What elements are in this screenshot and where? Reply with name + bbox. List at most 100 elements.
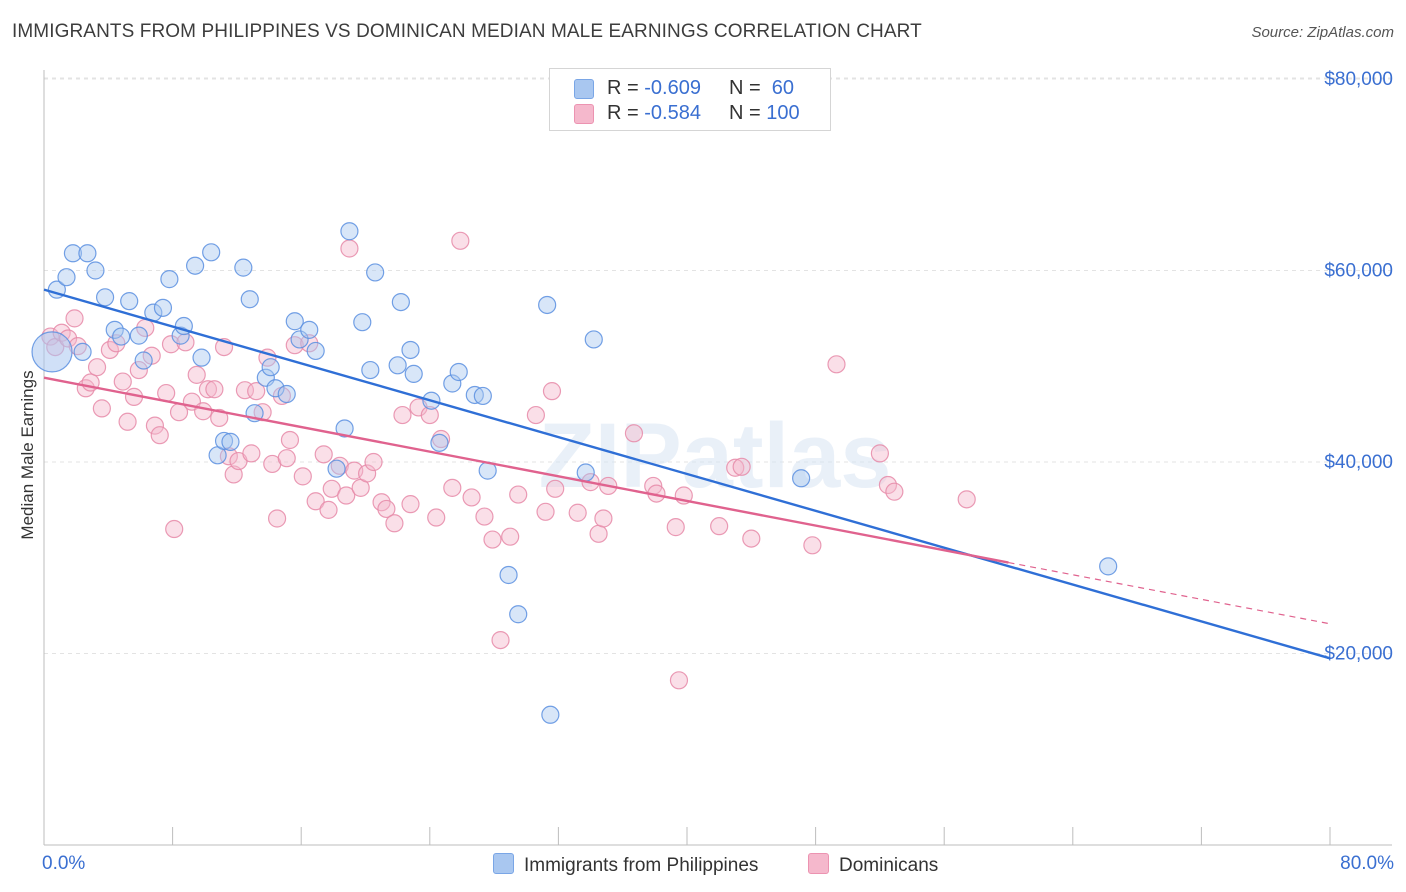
data-point: [473, 386, 492, 406]
data-point: [568, 503, 587, 522]
data-point: [401, 340, 420, 360]
data-point: [186, 256, 205, 275]
data-point: [214, 431, 234, 451]
legend-r-label: R =: [607, 77, 645, 99]
data-point: [1099, 557, 1118, 576]
chart-title: IMMIGRANTS FROM PHILIPPINES VS DOMINICAN…: [12, 21, 922, 42]
data-point: [150, 426, 169, 445]
data-point: [306, 341, 325, 361]
data-point: [134, 351, 153, 370]
data-point: [337, 486, 356, 505]
data-point: [105, 320, 124, 339]
data-point: [536, 502, 555, 521]
legend-item-philippines: Immigrants from Philippines: [493, 853, 758, 877]
y-tick-label: $20,000: [1324, 644, 1393, 665]
data-point: [584, 330, 603, 349]
data-point: [576, 463, 595, 482]
data-point: [266, 379, 285, 398]
data-point: [92, 399, 111, 418]
legend-r-value: -0.609: [644, 77, 701, 99]
trend-line: [43, 376, 1009, 564]
data-point: [113, 372, 132, 391]
data-point: [666, 518, 685, 537]
data-point: [364, 452, 383, 472]
data-point: [118, 412, 137, 431]
data-point: [327, 459, 346, 478]
legend-item-dominicans: Dominicans: [808, 853, 938, 877]
data-point: [224, 465, 243, 484]
data-point: [112, 327, 131, 346]
data-point: [594, 509, 613, 528]
data-point: [538, 295, 557, 315]
data-point: [171, 326, 190, 345]
data-point: [57, 268, 76, 287]
y-tick-label: $60,000: [1324, 261, 1393, 282]
data-point: [261, 358, 280, 377]
legend-r-value: -0.584: [644, 102, 701, 124]
data-point: [589, 524, 608, 543]
dominicans-swatch: [574, 104, 594, 124]
data-point: [129, 360, 148, 380]
data-point: [401, 495, 420, 514]
data-point: [420, 405, 439, 425]
data-point: [319, 500, 338, 519]
data-point: [542, 382, 562, 401]
data-point: [165, 519, 184, 539]
data-point: [335, 419, 354, 438]
stats-legend: R = -0.609 N = 60 R = -0.584 N = 100: [549, 68, 831, 131]
watermark: ZIPatlas: [539, 405, 892, 507]
data-point: [285, 336, 304, 355]
data-point: [340, 222, 359, 241]
data-point: [194, 402, 213, 421]
data-point: [120, 292, 139, 311]
data-point: [145, 416, 165, 435]
data-point: [129, 326, 148, 345]
data-point: [377, 499, 396, 519]
data-point: [385, 514, 404, 533]
data-point: [221, 432, 240, 451]
trend-line-extension: [1008, 561, 1331, 625]
data-point: [153, 298, 173, 317]
data-point: [290, 330, 309, 349]
legend-row-philippines: R = -0.609 N = 60: [550, 77, 830, 101]
source-label: Source: ZipAtlas.com: [1251, 24, 1394, 41]
data-point: [501, 527, 520, 546]
data-point: [483, 530, 502, 549]
data-point: [353, 313, 372, 332]
legend-row-dominicans: R = -0.584 N = 100: [550, 102, 830, 126]
data-point: [100, 340, 120, 360]
legend-n-label: N =: [729, 77, 767, 99]
data-point: [65, 309, 84, 328]
y-tick-labels: $20,000 $40,000 $60,000 $80,000: [1324, 69, 1393, 665]
data-point: [242, 444, 261, 463]
data-point: [366, 263, 385, 282]
data-point: [267, 509, 287, 528]
data-point: [546, 479, 565, 498]
data-point: [726, 458, 745, 477]
data-point: [732, 457, 751, 476]
data-point: [95, 288, 115, 307]
data-point: [160, 270, 179, 289]
data-point: [491, 630, 510, 650]
data-point: [803, 536, 822, 555]
philippines-swatch: [574, 79, 594, 99]
data-point: [509, 605, 528, 624]
data-point: [404, 364, 423, 384]
trend-lines: [43, 288, 1331, 660]
data-point: [526, 405, 545, 425]
data-point: [885, 482, 904, 501]
data-point: [340, 239, 359, 258]
data-point: [192, 348, 211, 367]
data-point: [624, 424, 644, 443]
data-point: [306, 492, 325, 511]
data-point: [86, 261, 105, 280]
data-point: [792, 469, 811, 488]
data-point: [427, 508, 446, 527]
data-point: [234, 258, 253, 277]
data-point: [475, 507, 494, 526]
data-point: [451, 231, 470, 250]
legend-n-label: N =: [729, 102, 767, 124]
data-point: [541, 705, 560, 724]
philippines-swatch: [493, 853, 514, 874]
